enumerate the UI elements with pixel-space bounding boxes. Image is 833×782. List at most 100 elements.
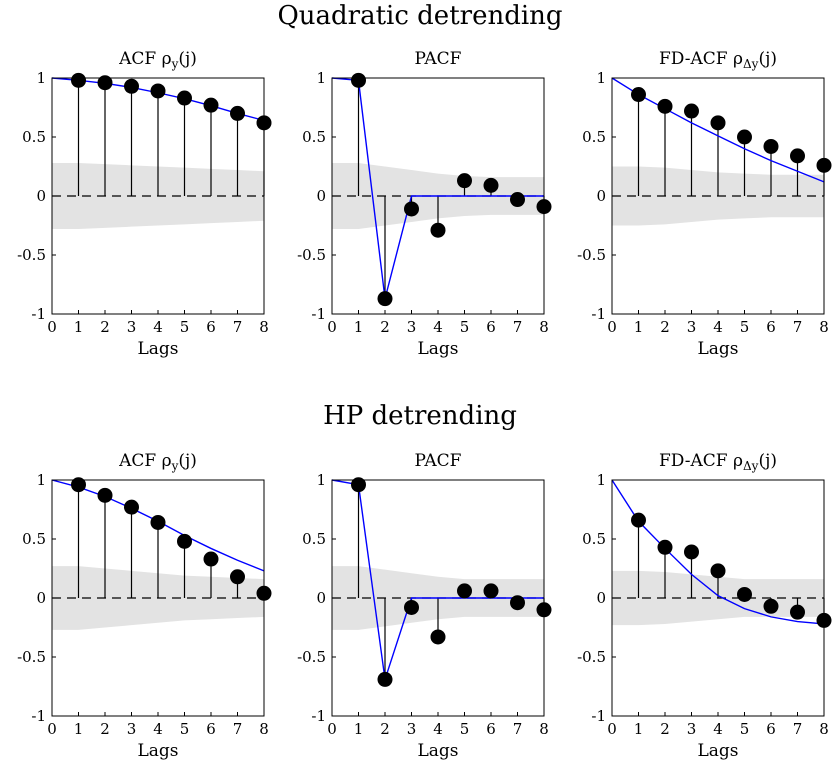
y-tick-label: -0.5 [17,246,46,264]
x-axis-label: Lags [697,741,738,761]
y-tick-label: -0.5 [17,648,46,666]
x-tick-label: 5 [460,720,470,738]
x-tick-label: 0 [327,318,337,336]
y-tick-label: -1 [591,305,606,323]
x-tick-label: 5 [180,318,190,336]
point-lag-6 [203,97,219,113]
point-lag-3 [404,201,419,217]
y-tick-label: 0.5 [302,530,326,548]
section-title-hp: HP detrending [323,401,517,431]
y-tick-label: 0 [36,187,46,205]
point-lag-2 [97,487,113,503]
x-tick-label: 8 [539,318,549,336]
x-tick-label: 7 [513,318,523,336]
x-tick-label: 0 [607,720,617,738]
point-lag-7 [790,604,805,620]
theoretical-line [331,77,544,299]
point-lag-3 [124,78,139,94]
y-tick-label: 1 [596,69,606,87]
x-tick-label: 3 [687,318,697,336]
point-lag-2 [97,75,113,91]
x-tick-label: 3 [407,720,417,738]
point-lag-5 [737,586,752,602]
point-lag-6 [483,177,499,193]
x-tick-label: 3 [407,318,417,336]
x-tick-label: 4 [153,318,163,336]
point-lag-5 [457,173,472,189]
point-lag-1 [631,512,646,528]
point-lag-3 [684,103,699,119]
point-lag-5 [737,129,752,145]
x-tick-label: 7 [233,720,243,738]
point-lag-6 [763,138,779,154]
y-tick-label: -1 [31,707,46,725]
x-tick-label: 7 [793,318,803,336]
x-tick-label: 5 [180,720,190,738]
y-tick-label: -0.5 [297,246,326,264]
x-tick-label: 8 [259,318,269,336]
x-tick-label: 6 [486,720,496,738]
x-tick-label: 3 [127,720,137,738]
x-tick-label: 2 [660,318,670,336]
y-tick-label: 0.5 [22,128,46,146]
y-tick-label: 1 [316,69,326,87]
panel-title: PACF [415,451,462,471]
y-tick-label: 1 [316,471,326,489]
theoretical-line [611,479,825,625]
y-tick-label: -0.5 [577,648,606,666]
y-tick-label: -1 [311,707,326,725]
y-tick-label: 1 [36,69,46,87]
x-tick-label: 5 [460,318,470,336]
point-lag-1 [71,72,86,88]
x-tick-label: 0 [327,720,337,738]
x-tick-label: 8 [539,720,549,738]
point-lag-1 [351,72,366,88]
x-axis-label: Lags [417,339,458,359]
x-tick-label: 6 [206,318,216,336]
y-tick-label: 0 [316,589,326,607]
point-lag-2 [657,539,673,555]
point-lag-4 [150,514,166,530]
point-lag-5 [177,90,192,106]
point-lag-5 [457,583,472,599]
x-tick-label: 8 [259,720,269,738]
point-lag-4 [710,115,726,131]
x-tick-label: 1 [354,720,364,738]
y-tick-label: 1 [596,471,606,489]
y-tick-label: 0 [596,187,606,205]
panel-title: FD-ACF ρΔy(j) [659,49,777,71]
y-tick-label: 0 [36,589,46,607]
x-axis-label: Lags [697,339,738,359]
point-lag-4 [430,222,446,238]
y-tick-label: 0.5 [582,530,606,548]
x-axis-label: Lags [417,741,458,761]
panel-title: ACF ρy(j) [118,49,197,71]
x-tick-label: 1 [74,720,84,738]
point-lag-2 [377,291,393,307]
x-tick-label: 4 [713,720,723,738]
x-tick-label: 0 [47,720,57,738]
section-title-quadratic: Quadratic detrending [277,1,562,31]
x-tick-label: 1 [354,318,364,336]
x-tick-label: 5 [740,720,750,738]
point-lag-2 [657,98,673,114]
theoretical-line [331,479,544,680]
y-tick-label: -1 [591,707,606,725]
x-tick-label: 0 [47,318,57,336]
y-tick-label: -1 [311,305,326,323]
x-tick-label: 1 [74,318,84,336]
point-lag-4 [710,563,726,579]
point-lag-4 [150,83,166,99]
point-lag-2 [377,671,393,687]
panel-title: FD-ACF ρΔy(j) [659,451,777,473]
x-tick-label: 3 [687,720,697,738]
x-tick-label: 3 [127,318,137,336]
x-tick-label: 6 [206,720,216,738]
point-lag-3 [404,599,419,615]
